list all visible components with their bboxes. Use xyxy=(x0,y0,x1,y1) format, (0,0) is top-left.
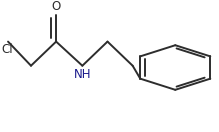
Text: O: O xyxy=(51,0,61,13)
Text: NH: NH xyxy=(74,68,91,81)
Text: Cl: Cl xyxy=(2,43,13,56)
